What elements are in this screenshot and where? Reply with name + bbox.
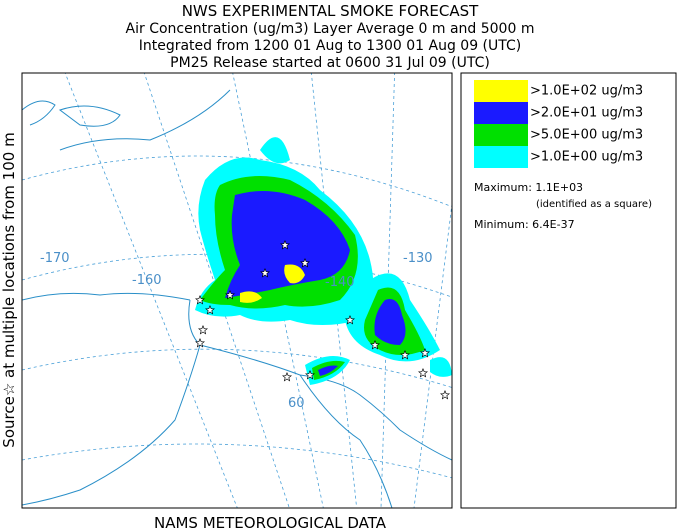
title: NWS EXPERIMENTAL SMOKE FORECAST — [182, 2, 479, 20]
legend-swatch — [474, 80, 528, 102]
legend-frame — [460, 72, 677, 509]
longitude-label: -170 — [40, 251, 70, 266]
legend-label: >5.0E+00 ug/m3 — [530, 128, 643, 143]
legend-label: >2.0E+01 ug/m3 — [530, 106, 643, 121]
header-line: Air Concentration (ug/m3) Layer Average … — [126, 21, 535, 37]
map: -170 -160 -140 -130 60 — [22, 73, 452, 508]
legend-swatch — [474, 146, 528, 168]
longitude-label: -160 — [132, 273, 162, 288]
latitude-label: 60 — [288, 396, 305, 411]
longitude-label: -140 — [325, 275, 355, 290]
map-frame — [21, 72, 453, 509]
legend-label: >1.0E+02 ug/m3 — [530, 84, 643, 99]
legend: >1.0E+02 ug/m3 >2.0E+01 ug/m3 >5.0E+00 ug/… — [474, 80, 643, 168]
header-line: Integrated from 1200 01 Aug to 1300 01 A… — [139, 38, 522, 54]
max-note: (identified as a square) — [536, 199, 652, 210]
header-line: PM25 Release started at 0600 31 Jul 09 (… — [170, 55, 490, 71]
source-label: Source☆ at multiple locations from 100 m — [0, 132, 18, 447]
maximum: Maximum: 1.1E+03 — [474, 181, 583, 194]
footer: NAMS METEOROLOGICAL DATA — [154, 514, 387, 532]
longitude-label: -130 — [403, 251, 433, 266]
minimum: Minimum: 6.4E-37 — [474, 218, 575, 231]
legend-swatch — [474, 124, 528, 146]
legend-swatch — [474, 102, 528, 124]
legend-label: >1.0E+00 ug/m3 — [530, 150, 643, 165]
